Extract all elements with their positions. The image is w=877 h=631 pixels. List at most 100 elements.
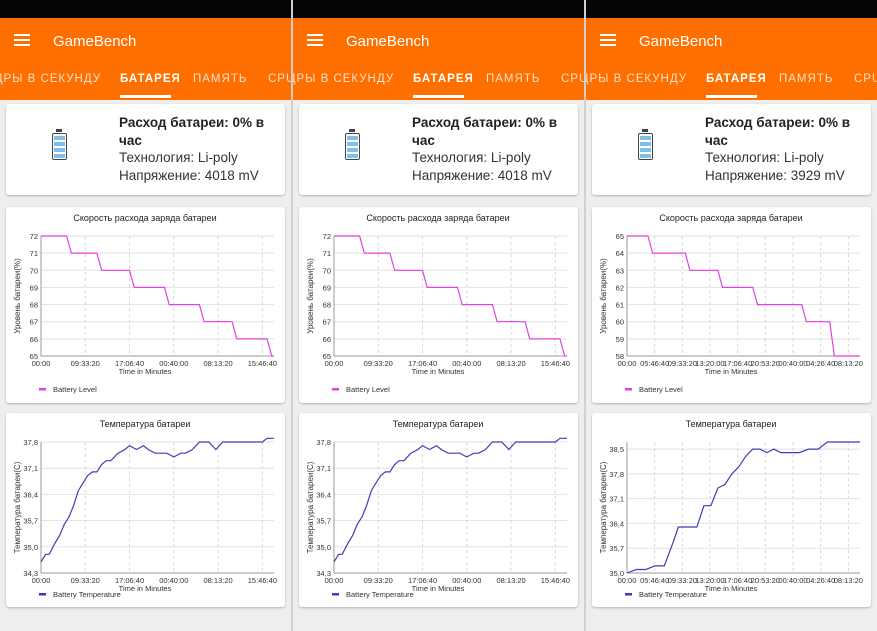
y-tick-label: 65 xyxy=(30,352,38,361)
series-line xyxy=(626,441,860,574)
x-tick-label: 15:46:40 xyxy=(541,359,570,368)
y-tick-label: 35,7 xyxy=(316,517,331,526)
y-tick-label: 72 xyxy=(323,232,331,241)
y-tick-label: 61 xyxy=(616,301,624,310)
y-tick-label: 34,3 xyxy=(316,569,331,578)
y-tick-label: 37,8 xyxy=(316,438,331,447)
battery-level-chart-card: Скорость расхода заряда батареи 65 66 67 68 6… xyxy=(6,207,285,403)
tab-memory[interactable]: ПАМЯТЬ xyxy=(193,73,248,85)
battery-level-chart-card: Скорость расхода заряда батареи 58 59 60 61 6… xyxy=(592,207,871,403)
legend-label: Battery Temperature xyxy=(53,590,121,599)
series-line xyxy=(40,437,274,563)
x-tick-label: 09:33:20 xyxy=(668,359,697,368)
y-axis-label: Уровень батареи(%) xyxy=(13,258,22,334)
drain-rate: Расход батареи: 0% в час xyxy=(412,115,558,148)
tab-fps[interactable]: КАДРЫ В СЕКУНДУ xyxy=(293,73,395,85)
battery-temperature-chart: Температура батареи 34,3 35,0 35,7 36,4 37,1 3… xyxy=(306,419,570,599)
y-tick-label: 35,0 xyxy=(23,543,38,552)
x-tick-label: 00:40:00 xyxy=(778,359,807,368)
battery-technology: Технология: Li-poly xyxy=(119,150,238,165)
battery-temperature-chart-card: Температура батареи 34,3 35,0 35,7 36,4 37,1 3… xyxy=(6,413,285,607)
y-tick-label: 70 xyxy=(323,266,331,275)
y-tick-label: 67 xyxy=(30,318,38,327)
y-tick-label: 68 xyxy=(323,301,331,310)
y-tick-label: 35,7 xyxy=(609,544,624,553)
chart-title: Скорость расхода заряда батареи xyxy=(659,213,802,223)
app-bar: GameBench КАДРЫ В СЕКУНДУ БАТАРЕЯ ПАМЯТЬ… xyxy=(0,18,291,100)
y-tick-label: 59 xyxy=(616,335,624,344)
chart-title: Температура батареи xyxy=(686,419,777,429)
x-tick-label: 17:06:40 xyxy=(115,576,144,585)
chart-title: Температура батареи xyxy=(100,419,191,429)
y-tick-label: 69 xyxy=(30,283,38,292)
x-tick-label: 15:46:40 xyxy=(248,576,277,585)
legend-swatch xyxy=(332,593,339,596)
tab-battery[interactable]: БАТАРЕЯ xyxy=(413,73,474,85)
tab-battery[interactable]: БАТАРЕЯ xyxy=(120,73,181,85)
x-tick-label: 09:33:20 xyxy=(71,576,100,585)
battery-info: Расход батареи: 0% в час Технология: Li-… xyxy=(705,114,865,184)
battery-info-card: Расход батареи: 0% в час Технология: Li-… xyxy=(299,104,578,195)
x-tick-label: 13:20:00 xyxy=(695,576,724,585)
chart-title: Скорость расхода заряда батареи xyxy=(73,213,216,223)
x-tick-label: 08:13:20 xyxy=(496,576,525,585)
battery-temperature-chart: Температура батареи 35,0 35,7 36,4 37,1 37,8 3… xyxy=(599,419,863,599)
x-tick-label: 00:00 xyxy=(32,576,51,585)
tab-battery[interactable]: БАТАРЕЯ xyxy=(706,73,767,85)
legend-label: Battery Level xyxy=(639,385,683,394)
battery-level-chart: Скорость расхода заряда батареи 65 66 67 68 6… xyxy=(306,213,570,394)
battery-level-chart: Скорость расхода заряда батареи 65 66 67 68 6… xyxy=(13,213,277,394)
tab-cpu[interactable]: CPU xyxy=(561,73,584,85)
legend-swatch xyxy=(332,388,339,391)
x-axis-label: Time in Minutes xyxy=(412,367,465,376)
screen-panel-3: GameBench КАДРЫ В СЕКУНДУ БАТАРЕЯ ПАМЯТЬ… xyxy=(586,0,877,631)
drain-rate: Расход батареи: 0% в час xyxy=(119,115,265,148)
x-tick-label: 00:00 xyxy=(325,576,344,585)
y-tick-label: 37,1 xyxy=(609,495,624,504)
tab-indicator xyxy=(413,95,464,98)
tab-fps[interactable]: КАДРЫ В СЕКУНДУ xyxy=(586,73,688,85)
menu-icon[interactable] xyxy=(14,34,30,46)
series-line xyxy=(627,235,860,357)
x-axis-label: Time in Minutes xyxy=(705,367,758,376)
x-tick-label: 00:40:00 xyxy=(452,576,481,585)
y-axis-label: Температура батареи(С) xyxy=(306,461,315,553)
battery-icon xyxy=(52,129,67,160)
x-tick-label: 17:06:40 xyxy=(408,359,437,368)
tab-memory[interactable]: ПАМЯТЬ xyxy=(486,73,541,85)
series-line xyxy=(334,235,567,357)
y-tick-label: 37,1 xyxy=(23,464,38,473)
tab-cpu[interactable]: CPU xyxy=(268,73,291,85)
x-tick-label: 15:46:40 xyxy=(248,359,277,368)
battery-technology: Технология: Li-poly xyxy=(705,150,824,165)
x-tick-label: 09:33:20 xyxy=(364,576,393,585)
tab-bar: КАДРЫ В СЕКУНДУ БАТАРЕЯ ПАМЯТЬ CPU xyxy=(293,70,584,100)
tab-bar: КАДРЫ В СЕКУНДУ БАТАРЕЯ ПАМЯТЬ CPU xyxy=(586,70,877,100)
app-bar: GameBench КАДРЫ В СЕКУНДУ БАТАРЕЯ ПАМЯТЬ… xyxy=(293,18,584,100)
battery-info-card: Расход батареи: 0% в час Технология: Li-… xyxy=(592,104,871,195)
menu-icon[interactable] xyxy=(600,34,616,46)
legend-label: Battery Level xyxy=(53,385,97,394)
x-tick-label: 08:13:20 xyxy=(834,359,863,368)
y-tick-label: 38,5 xyxy=(609,445,624,454)
legend-label: Battery Temperature xyxy=(346,590,414,599)
y-tick-label: 35,0 xyxy=(316,543,331,552)
legend-swatch xyxy=(39,593,46,596)
x-tick-label: 17:06:40 xyxy=(408,576,437,585)
y-tick-label: 62 xyxy=(616,283,624,292)
x-axis-label: Time in Minutes xyxy=(412,584,465,593)
y-tick-label: 34,3 xyxy=(23,569,38,578)
tab-memory[interactable]: ПАМЯТЬ xyxy=(779,73,834,85)
x-tick-label: 09:33:20 xyxy=(71,359,100,368)
y-tick-label: 72 xyxy=(30,232,38,241)
x-tick-label: 00:00 xyxy=(618,576,637,585)
battery-technology: Технология: Li-poly xyxy=(412,150,531,165)
tab-cpu[interactable]: CPU xyxy=(854,73,877,85)
menu-icon[interactable] xyxy=(307,34,323,46)
tab-fps[interactable]: КАДРЫ В СЕКУНДУ xyxy=(0,73,102,85)
y-tick-label: 66 xyxy=(30,335,38,344)
y-axis-label: Температура батареи(С) xyxy=(13,461,22,553)
y-tick-label: 69 xyxy=(323,283,331,292)
y-tick-label: 63 xyxy=(616,266,624,275)
y-axis-label: Уровень батареи(%) xyxy=(599,258,608,334)
